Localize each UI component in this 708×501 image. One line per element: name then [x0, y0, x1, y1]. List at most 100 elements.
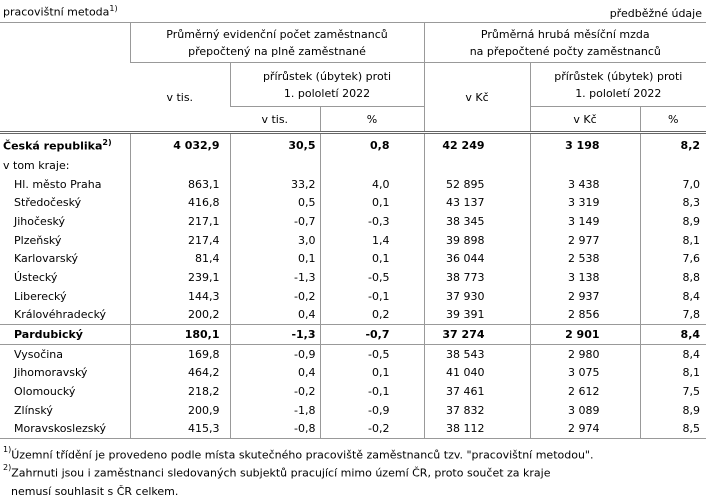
table-row: Jihomoravský 464,2 0,4 0,1 41 040 3 075 8,1 — [0, 363, 707, 383]
change-line: 1. pololetí 2022 — [575, 86, 662, 100]
cell: 7,8 — [639, 305, 707, 325]
note-mark: 2) — [3, 463, 12, 472]
unit-header: v Kč — [529, 106, 641, 134]
cell: 38 112 — [423, 419, 531, 439]
note-mark: 1) — [109, 4, 118, 13]
cell: 37 832 — [423, 400, 531, 420]
note-mark: 2) — [102, 137, 112, 147]
cell: 0,8 — [319, 132, 425, 156]
group-title: Průměrný evidenční počet zaměstnanců přep… — [129, 22, 425, 63]
change-line: přírůstek (úbytek) proti — [262, 69, 392, 83]
change-header: přírůstek (úbytek) proti 1. pololetí 2022 — [529, 62, 707, 107]
cell: 33,2 — [229, 174, 320, 194]
cell: 38 773 — [423, 268, 531, 287]
table-row: Hl. město Praha 863,1 33,2 4,0 52 895 3 438 7,… — [0, 174, 707, 194]
cell: 7,6 — [639, 249, 707, 269]
table-row: Pardubický 180,1 -1,3 -0,7 37 274 2 901 8,4 — [0, 324, 707, 345]
cell: -0,9 — [229, 344, 320, 364]
cell: 2 974 — [529, 419, 641, 439]
footnote-text: nemusí souhlasit s ČR celkem. — [11, 484, 179, 498]
cell: -0,2 — [229, 382, 320, 401]
row-label: Středočeský — [0, 193, 130, 212]
footnote-line: nemusí souhlasit s ČR celkem. — [3, 483, 551, 501]
footnote-line: 2)Zahrnuti jsou i zaměstnanci sledovanýc… — [3, 461, 551, 483]
cell: -0,9 — [319, 400, 425, 420]
cell: 0,4 — [229, 363, 320, 383]
cell: 0,1 — [229, 249, 320, 269]
cell: 169,8 — [129, 344, 230, 364]
row-label: Plzeňský — [0, 231, 130, 250]
cell: -1,3 — [229, 268, 320, 287]
cell: 39 898 — [423, 230, 531, 250]
cell: 218,2 — [129, 382, 230, 401]
title-line: Průměrný evidenční počet zaměstnanců — [166, 27, 388, 41]
table-row: Liberecký 144,3 -0,2 -0,1 37 930 2 937 8,4 — [0, 286, 707, 306]
cell: 2 977 — [529, 230, 641, 250]
cell: -0,2 — [229, 286, 320, 306]
table-row: Ústecký 239,1 -1,3 -0,5 38 773 3 138 8,8 — [0, 268, 707, 287]
row-name: Karlovarský — [14, 252, 79, 266]
cell: 52 895 — [423, 174, 531, 194]
row-name: Ústecký — [14, 270, 58, 284]
table-row: Královéhradecký 200,2 0,4 0,2 39 391 2 856 7,8 — [0, 305, 707, 325]
cell: -1,8 — [229, 400, 320, 420]
cell: 8,9 — [639, 212, 707, 231]
footnote-text: Územní třídění je provedeno podle místa … — [11, 448, 594, 462]
title-line: přepočtený na plně zaměstnané — [188, 44, 366, 58]
cell: 180,1 — [129, 324, 230, 345]
table-row: Jihočeský 217,1 -0,7 -0,3 38 345 3 149 8,9 — [0, 212, 707, 231]
row-label: Jihočeský — [0, 212, 130, 231]
cell: 2 937 — [529, 286, 641, 306]
cell — [129, 156, 230, 175]
row-label: Hl. město Praha — [0, 175, 130, 194]
table-row: Karlovarský 81,4 0,1 0,1 36 044 2 538 7,6 — [0, 249, 707, 269]
cell: -0,7 — [319, 324, 425, 345]
cell: 200,9 — [129, 400, 230, 420]
footnote-line: 1)Územní třídění je provedeno podle míst… — [3, 443, 593, 465]
cell: -0,1 — [319, 382, 425, 401]
row-name: Středočeský — [14, 196, 82, 210]
cell — [639, 156, 707, 175]
row-name: Olomoucký — [14, 385, 76, 399]
cell: 415,3 — [129, 419, 230, 439]
cell: -0,2 — [319, 419, 425, 439]
title-line: na přepočtené počty zaměstnanců — [469, 44, 661, 58]
row-label: Vysočina — [0, 344, 130, 363]
cell: -0,3 — [319, 212, 425, 231]
cell: 0,1 — [319, 363, 425, 383]
row-name: Hl. město Praha — [14, 177, 102, 191]
cell: 416,8 — [129, 193, 230, 213]
row-name: Moravskoslezský — [14, 422, 106, 436]
cell: 2 901 — [529, 324, 641, 345]
cell: 3 075 — [529, 363, 641, 383]
cell: 2 612 — [529, 382, 641, 401]
cell: -1,3 — [229, 324, 320, 345]
cell: 37 461 — [423, 382, 531, 401]
row-label: Česká republika2) — [0, 133, 130, 157]
cell: 464,2 — [129, 363, 230, 383]
cell: 43 137 — [423, 193, 531, 213]
cell — [319, 156, 425, 175]
cell — [529, 156, 641, 175]
cell — [423, 156, 531, 175]
table-row: Zlínský 200,9 -1,8 -0,9 37 832 3 089 8,9 — [0, 400, 707, 420]
change-line: 1. pololetí 2022 — [283, 86, 371, 100]
cell — [229, 156, 320, 175]
cell: 41 040 — [423, 363, 531, 383]
cell: 8,8 — [639, 268, 707, 287]
row-label: Královéhradecký — [0, 306, 130, 325]
row-label: Jihomoravský — [0, 364, 130, 383]
change-line: přírůstek (úbytek) proti — [554, 69, 683, 83]
cell: 2 538 — [529, 249, 641, 269]
cell: 217,4 — [129, 230, 230, 250]
cell: 3,0 — [229, 230, 320, 250]
cell: 863,1 — [129, 174, 230, 194]
cell: 37 930 — [423, 286, 531, 306]
table-row: Vysočina 169,8 -0,9 -0,5 38 543 2 980 8,4 — [0, 344, 707, 364]
table-head: Průměrný evidenční počet zaměstnanců přep… — [0, 22, 707, 134]
row-name: Česká republika — [3, 139, 103, 153]
row-name: Zlínský — [14, 403, 53, 417]
header-left: pracovištní metoda1) — [3, 4, 118, 19]
cell: 42 249 — [423, 132, 531, 156]
row-name: Jihomoravský — [14, 366, 88, 380]
